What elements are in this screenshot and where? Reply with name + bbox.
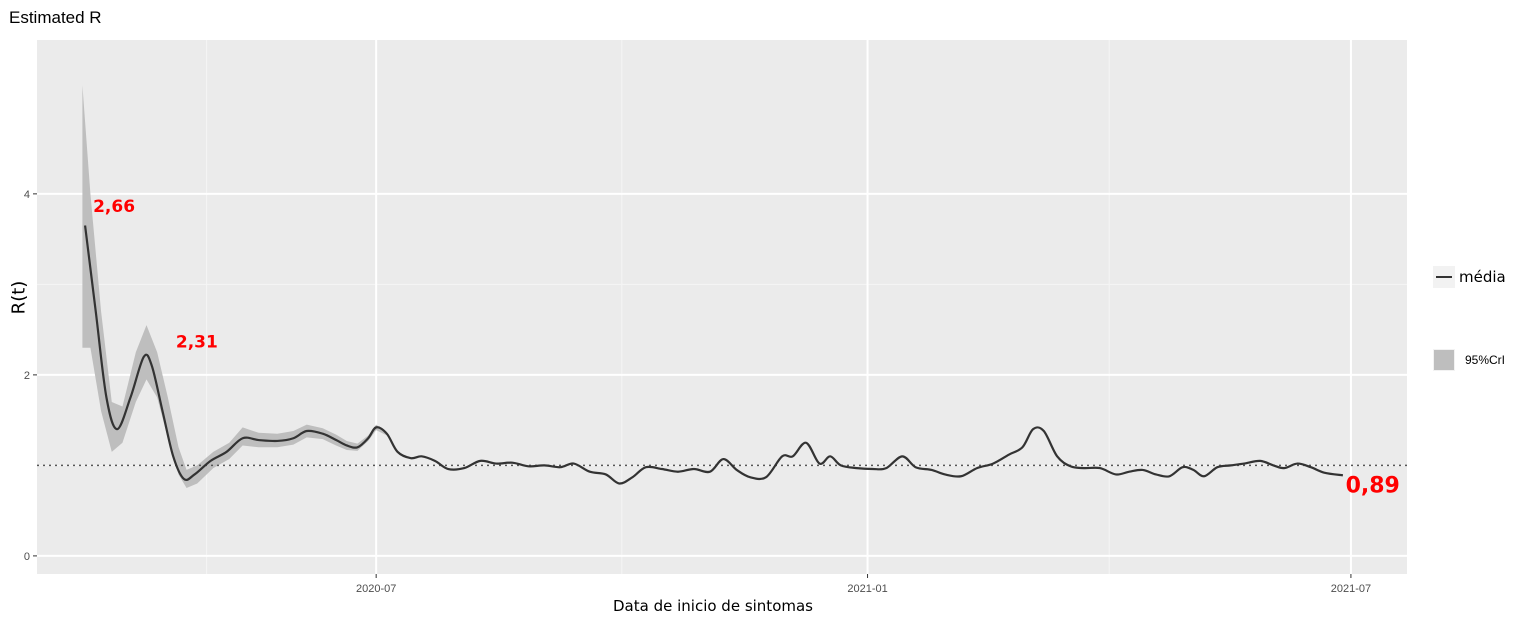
mean-line	[83, 225, 1344, 485]
annotation-label: 2,66	[93, 197, 135, 217]
annotation-label: 0,89	[1346, 474, 1400, 499]
y-tick-label: 2	[24, 370, 30, 382]
x-axis-label: Data de inicio de sintomas	[613, 597, 813, 615]
x-tick-label: 2021-01	[847, 583, 887, 595]
plot-panel	[37, 40, 1407, 574]
legend-entry-crl: 95%CrI	[1433, 349, 1505, 371]
legend-line-swatch	[1433, 266, 1455, 288]
x-tick-label: 2021-07	[1331, 583, 1371, 595]
x-tick-label: 2020-07	[356, 583, 396, 595]
y-tick-label: 4	[24, 189, 30, 201]
legend-entry-media: média	[1433, 266, 1506, 288]
legend-fill-swatch	[1433, 349, 1455, 371]
annotation-label: 2,31	[176, 333, 218, 353]
chart-title: Estimated R	[9, 8, 102, 27]
legend-label-media: média	[1459, 268, 1506, 286]
y-axis-label: R(t)	[8, 280, 30, 315]
legend-label-crl: 95%CrI	[1465, 353, 1506, 367]
y-tick-label: 0	[24, 551, 30, 563]
credible-interval-band	[82, 85, 387, 489]
